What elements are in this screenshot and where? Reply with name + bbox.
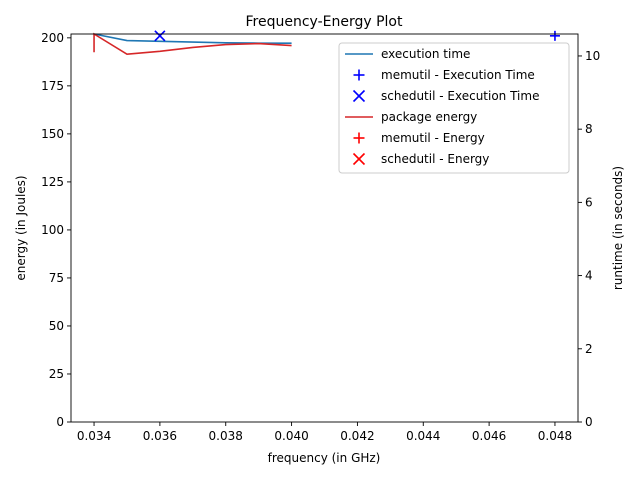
y-left-tick-label: 175 bbox=[41, 79, 64, 93]
axes-frame bbox=[70, 33, 579, 423]
y-left-tick-label: 200 bbox=[41, 31, 64, 45]
y-left-tick-label: 100 bbox=[41, 223, 64, 237]
y-right-tick-label: 2 bbox=[585, 342, 593, 356]
legend-item: schedutil - Energy bbox=[352, 152, 489, 166]
series-point bbox=[154, 30, 166, 42]
x-tick-label: 0.038 bbox=[209, 429, 243, 443]
y-left-tick-label: 150 bbox=[41, 127, 64, 141]
y-left-tick-label: 0 bbox=[56, 415, 64, 429]
legend-swatch bbox=[353, 132, 365, 144]
legend-label: schedutil - Execution Time bbox=[381, 89, 539, 103]
x-tick-label: 0.036 bbox=[143, 429, 177, 443]
y-right-tick-label: 10 bbox=[585, 49, 600, 63]
y-right-tick-label: 0 bbox=[585, 415, 593, 429]
series-line bbox=[93, 32, 292, 55]
x-tick-label: 0.048 bbox=[538, 429, 572, 443]
legend-label: memutil - Execution Time bbox=[381, 68, 535, 82]
y-left-tick-label: 50 bbox=[49, 319, 64, 333]
x-axis: 0.034 0.036 0.038 0.040 0.042 0.044 0.046 0.048 bbox=[77, 422, 572, 443]
y-left-tick-label: 125 bbox=[41, 175, 64, 189]
x-axis-label: frequency (in GHz) bbox=[268, 451, 381, 465]
x-tick-label: 0.044 bbox=[406, 429, 440, 443]
y-right-tick-label: 8 bbox=[585, 122, 593, 136]
legend-label: execution time bbox=[381, 47, 470, 61]
legend-swatch bbox=[352, 152, 366, 166]
legend-swatch bbox=[352, 89, 366, 103]
y-axis-left-label: energy (in Joules) bbox=[14, 175, 28, 280]
y-axis-right-label: runtime (in seconds) bbox=[611, 166, 625, 290]
legend: execution time memutil - Execution Time sc… bbox=[338, 42, 570, 174]
legend-item: execution time bbox=[345, 47, 470, 61]
y-left-tick-label: 25 bbox=[49, 367, 64, 381]
y-axis-left: 0 25 50 75 100 125 150 175 200 bbox=[41, 31, 71, 429]
legend-label: package energy bbox=[381, 110, 477, 124]
x-tick-label: 0.034 bbox=[77, 429, 111, 443]
legend-item: package energy bbox=[345, 110, 477, 124]
x-tick-label: 0.040 bbox=[274, 429, 308, 443]
legend-item: schedutil - Execution Time bbox=[352, 89, 539, 103]
y-right-tick-label: 4 bbox=[585, 269, 593, 283]
series-point bbox=[549, 30, 560, 41]
plot-area bbox=[93, 30, 560, 55]
y-axis-right: 0 2 4 6 8 10 bbox=[578, 49, 600, 429]
x-tick-label: 0.042 bbox=[340, 429, 374, 443]
legend-label: schedutil - Energy bbox=[381, 152, 489, 166]
chart-title: Frequency-Energy Plot bbox=[246, 14, 403, 30]
legend-item: memutil - Energy bbox=[353, 131, 485, 145]
x-tick-label: 0.046 bbox=[472, 429, 506, 443]
legend-item: memutil - Execution Time bbox=[353, 68, 535, 82]
legend-label: memutil - Energy bbox=[381, 131, 485, 145]
y-left-tick-label: 75 bbox=[49, 271, 64, 285]
y-right-tick-label: 6 bbox=[585, 195, 593, 209]
legend-swatch bbox=[353, 69, 365, 81]
legend-box bbox=[338, 42, 570, 174]
